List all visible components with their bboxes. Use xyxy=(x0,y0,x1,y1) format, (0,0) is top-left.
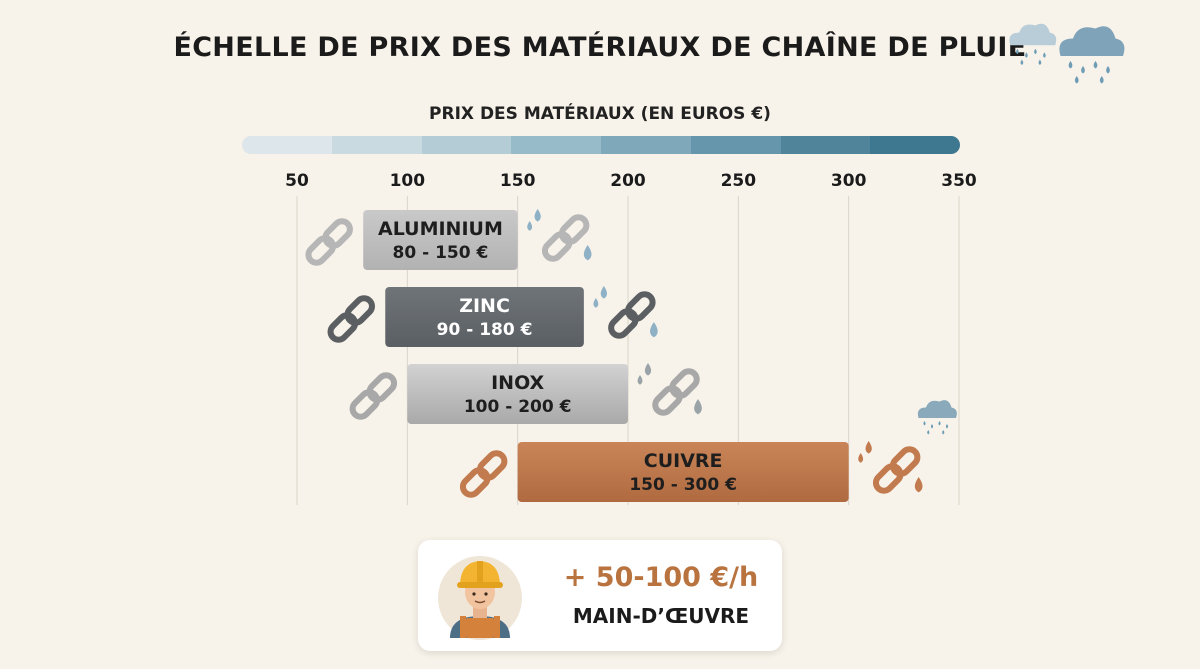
chart-title: ÉCHELLE DE PRIX DES MATÉRIAUX DE CHAÎNE … xyxy=(173,32,1027,63)
rain-cloud-icon xyxy=(1009,23,1057,65)
range-bar-cuivre xyxy=(517,442,849,502)
chain-link-icon xyxy=(872,446,921,494)
scale-segment xyxy=(242,136,334,154)
decorations xyxy=(305,23,1125,498)
tick-label: 150 xyxy=(500,171,536,191)
worker-hardhat-icon xyxy=(438,556,522,640)
bar-range-label: 90 - 180 € xyxy=(437,320,533,340)
water-drop-icon xyxy=(644,363,652,376)
bar-range-label: 150 - 300 € xyxy=(629,475,737,495)
tick-label: 300 xyxy=(831,171,867,191)
tick-labels: 50 100 150 200 250 300 350 xyxy=(285,171,977,191)
tick-label: 350 xyxy=(941,171,977,191)
bar-range-label: 80 - 150 € xyxy=(393,243,489,263)
scale-segment xyxy=(511,136,603,154)
scale-segment xyxy=(421,136,513,154)
labor-rate: + 50-100 €/h xyxy=(563,562,759,593)
chain-link-icon xyxy=(305,218,353,266)
range-bar-zinc xyxy=(385,287,584,347)
water-drop-icon xyxy=(637,375,643,385)
bar-name-label: ZINC xyxy=(459,295,510,317)
scale-segment xyxy=(690,136,782,154)
price-gradient-bar xyxy=(242,136,960,154)
tick-label: 250 xyxy=(721,171,757,191)
labor-label: MAIN-D’ŒUVRE xyxy=(572,604,750,628)
water-drop-icon xyxy=(650,322,658,338)
tick-label: 100 xyxy=(390,171,426,191)
range-bar-inox xyxy=(407,364,628,424)
bar-name-label: INOX xyxy=(491,372,544,394)
range-bar-aluminium xyxy=(363,210,518,270)
scale-segment xyxy=(870,136,960,154)
bar-name-label: CUIVRE xyxy=(644,450,723,472)
tick-label: 50 xyxy=(285,171,309,191)
water-drop-icon xyxy=(914,477,923,493)
rain-cloud-icon xyxy=(917,400,957,435)
chain-link-icon xyxy=(327,295,375,343)
scale-segment xyxy=(331,136,423,154)
chain-link-icon xyxy=(459,450,508,498)
water-drop-icon xyxy=(600,286,608,299)
tick-label: 200 xyxy=(610,171,646,191)
water-drop-icon xyxy=(527,221,533,231)
labor-cost-card: + 50-100 €/h MAIN-D’ŒUVRE xyxy=(418,540,782,651)
bar-range-label: 100 - 200 € xyxy=(464,397,572,417)
water-drop-icon xyxy=(694,399,702,415)
water-drop-icon xyxy=(593,298,599,308)
bar-name-label: ALUMINIUM xyxy=(378,218,503,240)
water-drop-icon xyxy=(583,245,592,261)
chain-link-icon xyxy=(349,372,398,420)
scale-segment xyxy=(780,136,872,154)
water-drop-icon xyxy=(858,453,864,463)
chain-link-icon xyxy=(608,291,656,339)
chain-link-icon xyxy=(652,368,700,416)
axis-label: PRIX DES MATÉRIAUX (EN EUROS €) xyxy=(429,104,771,124)
chain-link-icon xyxy=(541,214,590,262)
scale-segment xyxy=(601,136,693,154)
rain-cloud-icon xyxy=(1059,26,1125,84)
range-bars: ALUMINIUM 80 - 150 € ZINC 90 - 180 € INOX 100… xyxy=(363,210,849,502)
water-drop-icon xyxy=(865,441,872,454)
water-drop-icon xyxy=(534,209,541,222)
